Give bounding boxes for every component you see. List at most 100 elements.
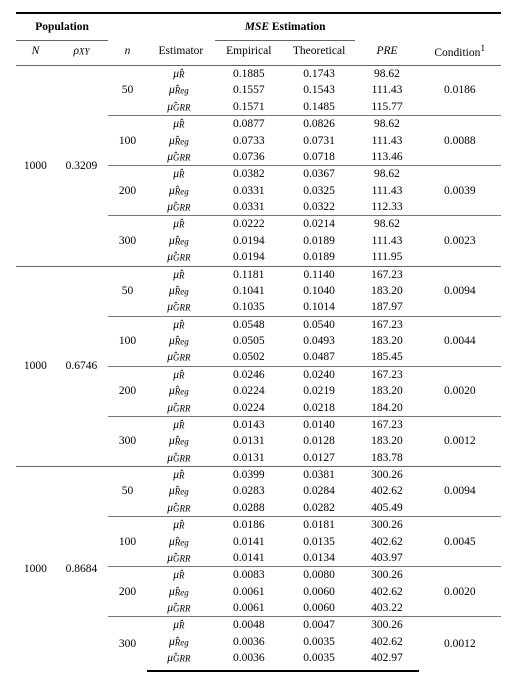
- cell-estimator: μ̂Reg: [147, 433, 215, 449]
- cell-empirical: 0.1885: [215, 66, 283, 83]
- cell-rho: 0.6746: [55, 266, 108, 467]
- cell-N: 1000: [16, 266, 55, 467]
- cell-empirical: 0.1181: [215, 266, 283, 283]
- cell-estimator: μ̂R: [147, 116, 215, 133]
- cell-estimator: μ̂R: [147, 216, 215, 233]
- cell-estimator: μ̂Reg: [147, 383, 215, 399]
- cell-theoretical: 0.0487: [283, 349, 356, 366]
- cell-condition: 0.0020: [419, 567, 501, 617]
- cell-pre: 113.46: [355, 149, 418, 166]
- cell-theoretical: 0.0731: [283, 133, 356, 149]
- cell-N: 1000: [16, 467, 55, 671]
- cell-empirical: 0.0548: [215, 316, 283, 333]
- cell-rho: 0.3209: [55, 66, 108, 267]
- cell-empirical: 0.0505: [215, 333, 283, 349]
- cell-theoretical: 0.1014: [283, 299, 356, 316]
- cell-pre: 111.95: [355, 249, 418, 266]
- cell-theoretical: 0.0080: [283, 567, 356, 584]
- header-N: N: [16, 41, 55, 66]
- cell-pre: 184.20: [355, 400, 418, 417]
- cell-condition: 0.0094: [419, 266, 501, 316]
- cell-estimator: μ̂Reg: [147, 483, 215, 499]
- cell-theoretical: 0.1040: [283, 283, 356, 299]
- cell-empirical: 0.0036: [215, 650, 283, 670]
- cell-estimator: μ̂R: [147, 316, 215, 333]
- cell-estimator: μ̂R: [147, 66, 215, 83]
- cell-empirical: 0.0382: [215, 166, 283, 183]
- cell-theoretical: 0.1140: [283, 266, 356, 283]
- table-row: 10000.868450μ̂R0.03990.0381300.260.0094: [16, 467, 501, 484]
- cell-theoretical: 0.0493: [283, 333, 356, 349]
- cell-empirical: 0.0877: [215, 116, 283, 133]
- cell-theoretical: 0.0047: [283, 617, 356, 634]
- cell-empirical: 0.0246: [215, 366, 283, 383]
- header-mse: MSE Estimation: [215, 13, 356, 41]
- cell-condition: 0.0020: [419, 366, 501, 416]
- cell-pre: 98.62: [355, 66, 418, 83]
- cell-n: 100: [108, 517, 147, 567]
- cell-pre: 402.62: [355, 584, 418, 600]
- cell-pre: 183.20: [355, 383, 418, 399]
- cell-estimator: μ̂GRR: [147, 149, 215, 166]
- table-body: 10000.320950μ̂R0.18850.174398.620.0186μ̂…: [16, 66, 501, 671]
- cell-empirical: 0.0288: [215, 500, 283, 517]
- cell-estimator: μ̂Reg: [147, 283, 215, 299]
- cell-theoretical: 0.0284: [283, 483, 356, 499]
- cell-pre: 115.77: [355, 99, 418, 116]
- cell-theoretical: 0.0189: [283, 249, 356, 266]
- cell-estimator: μ̂GRR: [147, 450, 215, 467]
- cell-theoretical: 0.0035: [283, 650, 356, 670]
- cell-estimator: μ̂GRR: [147, 99, 215, 116]
- cell-estimator: μ̂R: [147, 416, 215, 433]
- cell-estimator: μ̂R: [147, 517, 215, 534]
- cell-condition: 0.0039: [419, 166, 501, 216]
- cell-estimator: μ̂GRR: [147, 550, 215, 567]
- cell-theoretical: 0.0240: [283, 366, 356, 383]
- cell-theoretical: 0.0381: [283, 467, 356, 484]
- cell-pre: 405.49: [355, 500, 418, 517]
- cell-estimator: μ̂Reg: [147, 82, 215, 98]
- header-n: n: [108, 41, 147, 66]
- header-empirical: Empirical: [215, 41, 283, 66]
- cell-pre: 167.23: [355, 416, 418, 433]
- cell-condition: 0.0088: [419, 116, 501, 166]
- header-estimator: Estimator: [147, 41, 215, 66]
- cell-pre: 402.97: [355, 650, 418, 670]
- cell-condition: 0.0012: [419, 416, 501, 466]
- cell-theoretical: 0.0127: [283, 450, 356, 467]
- table-row: 10000.320950μ̂R0.18850.174398.620.0186: [16, 66, 501, 83]
- cell-n: 200: [108, 366, 147, 416]
- mse-table: Population MSE Estimation N ρXY n Estima…: [16, 12, 501, 672]
- cell-pre: 167.23: [355, 316, 418, 333]
- cell-n: 200: [108, 567, 147, 617]
- cell-theoretical: 0.0035: [283, 634, 356, 650]
- cell-empirical: 0.0502: [215, 349, 283, 366]
- cell-pre: 111.43: [355, 133, 418, 149]
- cell-theoretical: 0.0135: [283, 534, 356, 550]
- cell-theoretical: 0.0219: [283, 383, 356, 399]
- cell-theoretical: 0.0060: [283, 584, 356, 600]
- cell-estimator: μ̂GRR: [147, 249, 215, 266]
- cell-empirical: 0.0083: [215, 567, 283, 584]
- header-population: Population: [16, 13, 108, 41]
- cell-pre: 403.97: [355, 550, 418, 567]
- cell-n: 50: [108, 66, 147, 116]
- cell-theoretical: 0.1543: [283, 82, 356, 98]
- header-theoretical: Theoretical: [283, 41, 356, 66]
- cell-empirical: 0.0733: [215, 133, 283, 149]
- cell-estimator: μ̂GRR: [147, 299, 215, 316]
- cell-n: 300: [108, 617, 147, 671]
- cell-n: 300: [108, 416, 147, 466]
- header-rho: ρXY: [55, 41, 108, 66]
- cell-pre: 183.78: [355, 450, 418, 467]
- cell-condition: 0.0044: [419, 316, 501, 366]
- cell-empirical: 0.0224: [215, 400, 283, 417]
- cell-empirical: 0.0141: [215, 534, 283, 550]
- cell-pre: 300.26: [355, 517, 418, 534]
- cell-pre: 111.43: [355, 183, 418, 199]
- cell-theoretical: 0.0826: [283, 116, 356, 133]
- cell-rho: 0.8684: [55, 467, 108, 671]
- cell-empirical: 0.1557: [215, 82, 283, 98]
- cell-estimator: μ̂GRR: [147, 600, 215, 617]
- cell-estimator: μ̂GRR: [147, 199, 215, 216]
